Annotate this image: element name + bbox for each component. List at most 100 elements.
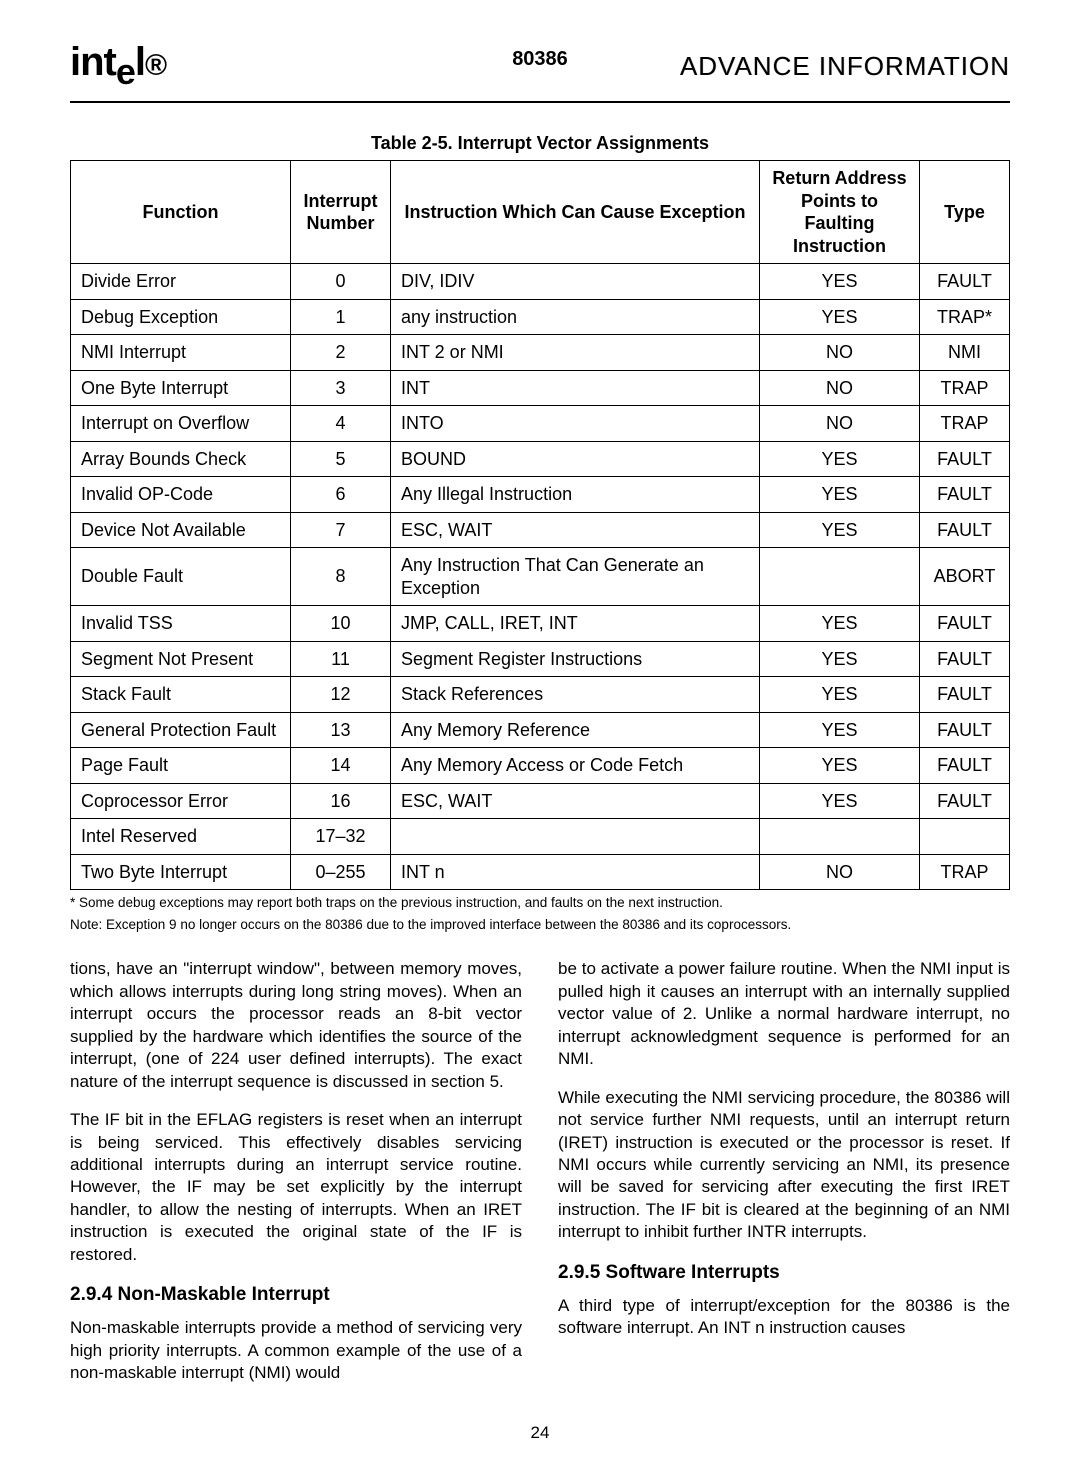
table-cell: General Protection Fault [71, 712, 291, 748]
table-cell: YES [760, 264, 920, 300]
table-cell: FAULT [920, 677, 1010, 713]
table-cell: NMI Interrupt [71, 335, 291, 371]
table-row: Segment Not Present11Segment Register In… [71, 641, 1010, 677]
table-cell [391, 819, 760, 855]
page-header: intel® 80386 ADVANCE INFORMATION [70, 40, 1010, 93]
table-row: Array Bounds Check5BOUNDYESFAULT [71, 441, 1010, 477]
col-return-address: Return Address Points to Faulting Instru… [760, 161, 920, 264]
section-2-9-4-heading: 2.9.4 Non-Maskable Interrupt [70, 1282, 522, 1307]
table-cell: ESC, WAIT [391, 783, 760, 819]
table-cell: One Byte Interrupt [71, 370, 291, 406]
right-p2: While executing the NMI servicing proced… [558, 1087, 1010, 1244]
table-cell: 12 [291, 677, 391, 713]
advance-info-label: ADVANCE INFORMATION [680, 51, 1010, 82]
table-row: Debug Exception1any instructionYESTRAP* [71, 299, 1010, 335]
table-cell: TRAP [920, 406, 1010, 442]
table-cell: Segment Register Instructions [391, 641, 760, 677]
table-cell: Invalid OP-Code [71, 477, 291, 513]
table-cell: FAULT [920, 712, 1010, 748]
table-cell: 10 [291, 606, 391, 642]
table-cell: Stack Fault [71, 677, 291, 713]
table-cell [920, 819, 1010, 855]
table-cell: FAULT [920, 441, 1010, 477]
left-p3: Non-maskable interrupts provide a method… [70, 1317, 522, 1384]
right-column: be to activate a power failure routine. … [558, 958, 1010, 1400]
table-cell: FAULT [920, 512, 1010, 548]
right-p3: A third type of interrupt/exception for … [558, 1295, 1010, 1340]
table-cell: 7 [291, 512, 391, 548]
header-rule [70, 101, 1010, 103]
table-cell: 14 [291, 748, 391, 784]
table-cell: TRAP [920, 854, 1010, 890]
table-cell: FAULT [920, 641, 1010, 677]
table-cell: FAULT [920, 264, 1010, 300]
intel-logo: intel® [70, 40, 166, 93]
section-2-9-5-heading: 2.9.5 Software Interrupts [558, 1260, 1010, 1285]
table-cell: YES [760, 299, 920, 335]
table-cell: Any Instruction That Can Generate an Exc… [391, 548, 760, 606]
table-cell: INT 2 or NMI [391, 335, 760, 371]
table-cell: NO [760, 335, 920, 371]
table-row: Coprocessor Error16ESC, WAITYESFAULT [71, 783, 1010, 819]
table-row: Device Not Available7ESC, WAITYESFAULT [71, 512, 1010, 548]
table-cell [760, 819, 920, 855]
table-cell: ESC, WAIT [391, 512, 760, 548]
table-cell: YES [760, 441, 920, 477]
table-cell: 11 [291, 641, 391, 677]
table-cell: Divide Error [71, 264, 291, 300]
table-cell: ABORT [920, 548, 1010, 606]
table-cell: 3 [291, 370, 391, 406]
table-cell: Invalid TSS [71, 606, 291, 642]
table-row: Interrupt on Overflow4INTONOTRAP [71, 406, 1010, 442]
table-cell: 17–32 [291, 819, 391, 855]
table-row: Page Fault14Any Memory Access or Code Fe… [71, 748, 1010, 784]
table-cell: 0 [291, 264, 391, 300]
table-header-row: Function Interrupt Number Instruction Wh… [71, 161, 1010, 264]
table-row: Double Fault8Any Instruction That Can Ge… [71, 548, 1010, 606]
col-function: Function [71, 161, 291, 264]
table-cell: 2 [291, 335, 391, 371]
table-cell: FAULT [920, 783, 1010, 819]
table-cell: Page Fault [71, 748, 291, 784]
body-columns: tions, have an "interrupt window", betwe… [70, 958, 1010, 1400]
table-cell: 4 [291, 406, 391, 442]
table-cell: 6 [291, 477, 391, 513]
table-cell: FAULT [920, 748, 1010, 784]
table-cell: Any Memory Reference [391, 712, 760, 748]
table-cell: NO [760, 370, 920, 406]
table-cell: FAULT [920, 477, 1010, 513]
chip-label: 80386 [512, 48, 568, 71]
table-cell: Any Memory Access or Code Fetch [391, 748, 760, 784]
table-cell: FAULT [920, 606, 1010, 642]
table-cell: NO [760, 854, 920, 890]
page-number: 24 [531, 1423, 550, 1443]
table-cell: YES [760, 712, 920, 748]
table-cell: JMP, CALL, IRET, INT [391, 606, 760, 642]
table-cell: 0–255 [291, 854, 391, 890]
table-row: General Protection Fault13Any Memory Ref… [71, 712, 1010, 748]
table-cell: Interrupt on Overflow [71, 406, 291, 442]
table-cell: YES [760, 606, 920, 642]
table-cell: NMI [920, 335, 1010, 371]
table-cell: 16 [291, 783, 391, 819]
table-cell: Intel Reserved [71, 819, 291, 855]
table-cell: NO [760, 406, 920, 442]
table-cell: any instruction [391, 299, 760, 335]
table-title: Table 2-5. Interrupt Vector Assignments [70, 133, 1010, 154]
table-cell: DIV, IDIV [391, 264, 760, 300]
table-cell: INT n [391, 854, 760, 890]
table-row: One Byte Interrupt3INTNOTRAP [71, 370, 1010, 406]
table-cell: 8 [291, 548, 391, 606]
table-cell: Coprocessor Error [71, 783, 291, 819]
table-cell: YES [760, 783, 920, 819]
table-cell: YES [760, 641, 920, 677]
table-cell: Device Not Available [71, 512, 291, 548]
left-p1: tions, have an "interrupt window", betwe… [70, 958, 522, 1093]
table-cell: YES [760, 748, 920, 784]
footnote-note: Note: Exception 9 no longer occurs on th… [70, 916, 1010, 934]
table-cell: YES [760, 512, 920, 548]
table-row: Stack Fault12Stack ReferencesYESFAULT [71, 677, 1010, 713]
table-cell: Stack References [391, 677, 760, 713]
table-cell: TRAP* [920, 299, 1010, 335]
table-row: NMI Interrupt2INT 2 or NMINONMI [71, 335, 1010, 371]
